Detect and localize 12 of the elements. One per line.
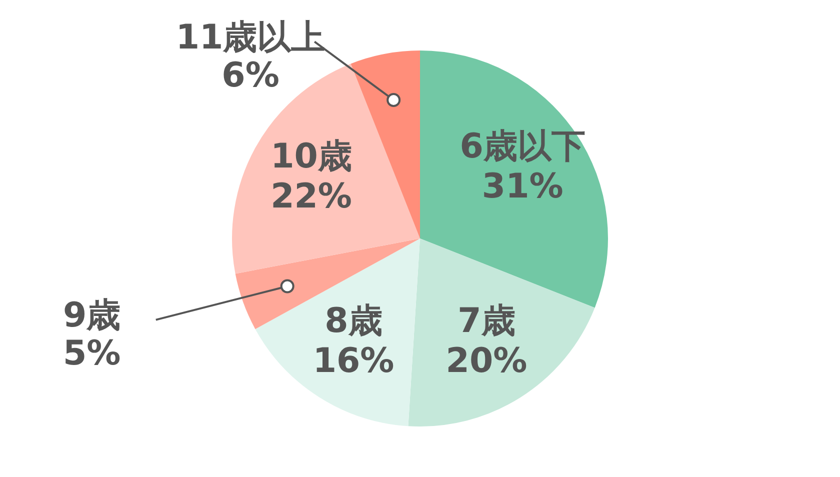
data-label: 6%	[222, 56, 280, 96]
slice-label: 6歳以下	[460, 126, 586, 167]
slice-label: 11歳以上	[176, 18, 326, 58]
slice-label: 8歳	[324, 301, 382, 342]
data-label: 16%	[312, 341, 394, 382]
data-label: 22%	[270, 176, 352, 217]
slice-label: 7歳	[458, 301, 516, 342]
data-label: 31%	[482, 166, 564, 207]
slice-label: 10歳	[270, 136, 352, 177]
slice-label: 9歳	[63, 296, 121, 336]
data-label: 5%	[63, 334, 121, 374]
data-label: 20%	[446, 341, 528, 382]
